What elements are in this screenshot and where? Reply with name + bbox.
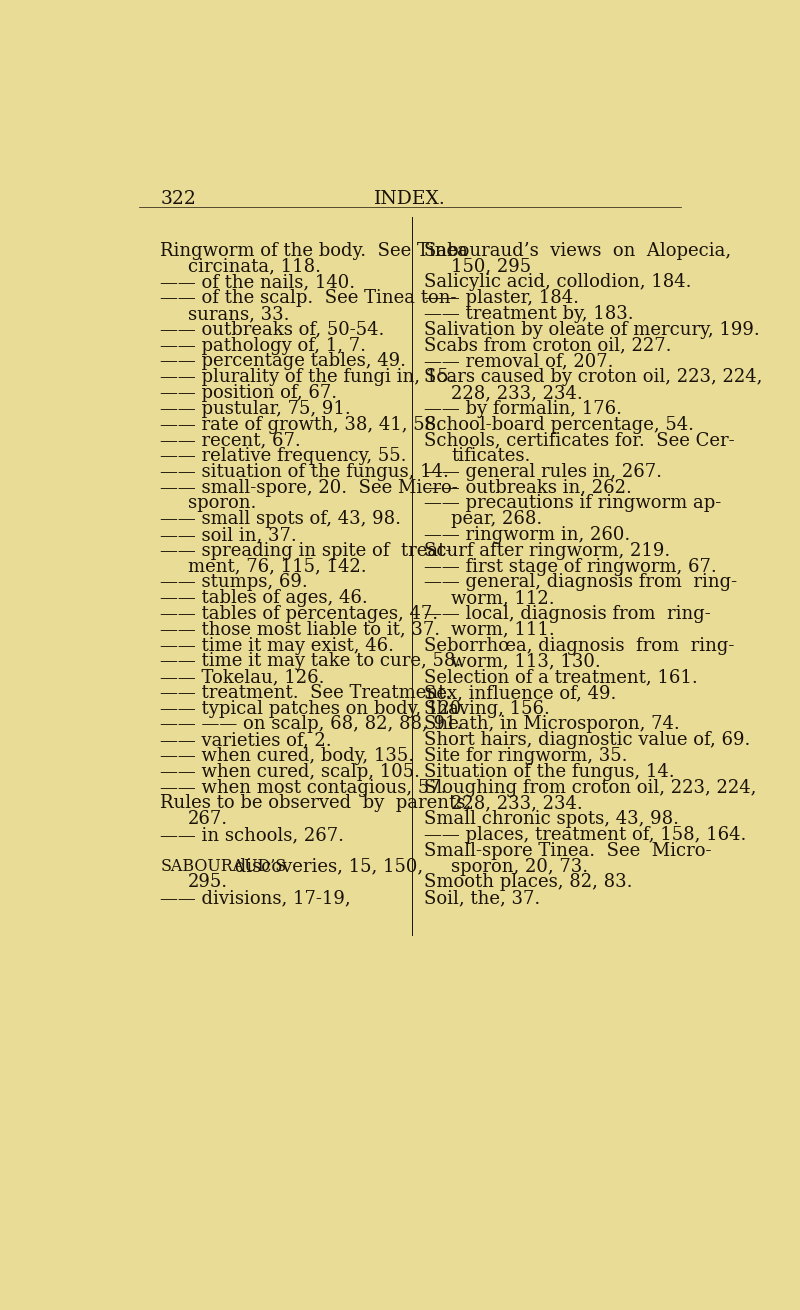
Text: —— tables of ages, 46.: —— tables of ages, 46. [161, 590, 368, 607]
Text: —— by formalin, 176.: —— by formalin, 176. [424, 400, 622, 418]
Text: 228, 233, 234.: 228, 233, 234. [451, 794, 583, 812]
Text: —— position of, 67.: —— position of, 67. [161, 384, 338, 402]
Text: —— plaster, 184.: —— plaster, 184. [424, 290, 579, 308]
Text: Small-spore Tinea.  See  Micro-: Small-spore Tinea. See Micro- [424, 842, 711, 859]
Text: —— soil in, 37.: —— soil in, 37. [161, 527, 298, 544]
Text: —— percentage tables, 49.: —— percentage tables, 49. [161, 352, 406, 371]
Text: —— relative frequency, 55.: —— relative frequency, 55. [161, 447, 407, 465]
Text: —— plurality of the fungi in, 15.: —— plurality of the fungi in, 15. [161, 368, 455, 386]
Text: —— time it may take to cure, 58.: —— time it may take to cure, 58. [161, 652, 462, 671]
Text: Ringworm of the body.  See Tinea: Ringworm of the body. See Tinea [161, 242, 468, 259]
Text: —— Tokelau, 126.: —— Tokelau, 126. [161, 668, 325, 686]
Text: Shaving, 156.: Shaving, 156. [424, 700, 550, 718]
Text: 267.: 267. [187, 810, 228, 828]
Text: —— first stage of ringworm, 67.: —— first stage of ringworm, 67. [424, 558, 717, 575]
Text: —— small-spore, 20.  See Micro-: —— small-spore, 20. See Micro- [161, 478, 458, 496]
Text: —— recent, 67.: —— recent, 67. [161, 431, 301, 449]
Text: Scars caused by croton oil, 223, 224,: Scars caused by croton oil, 223, 224, [424, 368, 762, 386]
Text: —— varieties of, 2.: —— varieties of, 2. [161, 731, 332, 749]
Text: —— of the nails, 140.: —— of the nails, 140. [161, 274, 355, 291]
Text: Sloughing from croton oil, 223, 224,: Sloughing from croton oil, 223, 224, [424, 778, 756, 796]
Text: Sheath, in Microsporon, 74.: Sheath, in Microsporon, 74. [424, 715, 680, 734]
Text: —— precautions if ringworm ap-: —— precautions if ringworm ap- [424, 494, 722, 512]
Text: Small chronic spots, 43, 98.: Small chronic spots, 43, 98. [424, 810, 679, 828]
Text: Sex, influence of, 49.: Sex, influence of, 49. [424, 684, 616, 702]
Text: —— situation of the fungus, 14.: —— situation of the fungus, 14. [161, 462, 450, 481]
Text: —— those most liable to it, 37.: —— those most liable to it, 37. [161, 621, 441, 639]
Text: —— outbreaks of, 50-54.: —— outbreaks of, 50-54. [161, 321, 385, 339]
Text: Soil, the, 37.: Soil, the, 37. [424, 889, 540, 907]
Text: Site for ringworm, 35.: Site for ringworm, 35. [424, 747, 627, 765]
Text: —— general, diagnosis from  ring-: —— general, diagnosis from ring- [424, 574, 737, 591]
Text: —— spreading in spite of  treat-: —— spreading in spite of treat- [161, 542, 452, 559]
Text: Short hairs, diagnostic value of, 69.: Short hairs, diagnostic value of, 69. [424, 731, 750, 749]
Text: —— ringworm in, 260.: —— ringworm in, 260. [424, 527, 630, 544]
Text: —— rate of growth, 38, 41, 58.: —— rate of growth, 38, 41, 58. [161, 415, 442, 434]
Text: worm, 111.: worm, 111. [451, 621, 555, 639]
Text: worm, 113, 130.: worm, 113, 130. [451, 652, 601, 671]
Text: —— —— on scalp, 68, 82, 88, 91.: —— —— on scalp, 68, 82, 88, 91. [161, 715, 463, 734]
Text: —— small spots of, 43, 98.: —— small spots of, 43, 98. [161, 510, 402, 528]
Text: INDEX.: INDEX. [374, 190, 446, 207]
Text: 228, 233, 234.: 228, 233, 234. [451, 384, 583, 402]
Text: Scurf after ringworm, 219.: Scurf after ringworm, 219. [424, 542, 670, 559]
Text: sporon.: sporon. [187, 494, 256, 512]
Text: —— treatment by, 183.: —— treatment by, 183. [424, 305, 634, 324]
Text: Selection of a treatment, 161.: Selection of a treatment, 161. [424, 668, 698, 686]
Text: —— when cured, scalp, 105.: —— when cured, scalp, 105. [161, 762, 421, 781]
Text: circinata, 118.: circinata, 118. [187, 258, 321, 275]
Text: —— local, diagnosis from  ring-: —— local, diagnosis from ring- [424, 605, 710, 624]
Text: SABOURAUD’S: SABOURAUD’S [161, 858, 286, 875]
Text: —— divisions, 17-19,: —— divisions, 17-19, [161, 889, 351, 907]
Text: Smooth places, 82, 83.: Smooth places, 82, 83. [424, 874, 633, 891]
Text: —— tables of percentages, 47.: —— tables of percentages, 47. [161, 605, 438, 624]
Text: —— pathology of, 1, 7.: —— pathology of, 1, 7. [161, 337, 366, 355]
Text: Salicylic acid, collodion, 184.: Salicylic acid, collodion, 184. [424, 274, 691, 291]
Text: —— removal of, 207.: —— removal of, 207. [424, 352, 614, 371]
Text: 295.: 295. [187, 874, 228, 891]
Text: School-board percentage, 54.: School-board percentage, 54. [424, 415, 694, 434]
Text: —— when most contagious, 57.: —— when most contagious, 57. [161, 778, 447, 796]
Text: worm, 112.: worm, 112. [451, 590, 554, 607]
Text: 150, 295: 150, 295 [451, 258, 531, 275]
Text: Rules to be observed  by  parents,: Rules to be observed by parents, [161, 794, 471, 812]
Text: —— of the scalp.  See Tinea ton-: —— of the scalp. See Tinea ton- [161, 290, 457, 308]
Text: —— pustular, 75, 91.: —— pustular, 75, 91. [161, 400, 351, 418]
Text: ment, 76, 115, 142.: ment, 76, 115, 142. [187, 558, 366, 575]
Text: 322: 322 [161, 190, 196, 207]
Text: discoveries, 15, 150,: discoveries, 15, 150, [229, 858, 423, 875]
Text: —— outbreaks in, 262.: —— outbreaks in, 262. [424, 478, 632, 496]
Text: Salivation by oleate of mercury, 199.: Salivation by oleate of mercury, 199. [424, 321, 760, 339]
Text: —— treatment.  See Treatment.: —— treatment. See Treatment. [161, 684, 452, 702]
Text: Scabs from croton oil, 227.: Scabs from croton oil, 227. [424, 337, 671, 355]
Text: —— time it may exist, 46.: —— time it may exist, 46. [161, 637, 394, 655]
Text: —— places, treatment of, 158, 164.: —— places, treatment of, 158, 164. [424, 825, 746, 844]
Text: tificates.: tificates. [451, 447, 530, 465]
Text: pear, 268.: pear, 268. [451, 510, 542, 528]
Text: —— stumps, 69.: —— stumps, 69. [161, 574, 308, 591]
Text: —— when cured, body, 135.: —— when cured, body, 135. [161, 747, 414, 765]
Text: Sabouraud’s  views  on  Alopecia,: Sabouraud’s views on Alopecia, [424, 242, 731, 259]
Text: surans, 33.: surans, 33. [187, 305, 289, 324]
Text: —— general rules in, 267.: —— general rules in, 267. [424, 462, 662, 481]
Text: —— typical patches on body, 120.: —— typical patches on body, 120. [161, 700, 467, 718]
Text: —— in schools, 267.: —— in schools, 267. [161, 825, 345, 844]
Text: sporon, 20, 73.: sporon, 20, 73. [451, 858, 588, 875]
Text: Seborrhœa, diagnosis  from  ring-: Seborrhœa, diagnosis from ring- [424, 637, 734, 655]
Text: Situation of the fungus, 14.: Situation of the fungus, 14. [424, 762, 674, 781]
Text: Schools, certificates for.  See Cer-: Schools, certificates for. See Cer- [424, 431, 734, 449]
